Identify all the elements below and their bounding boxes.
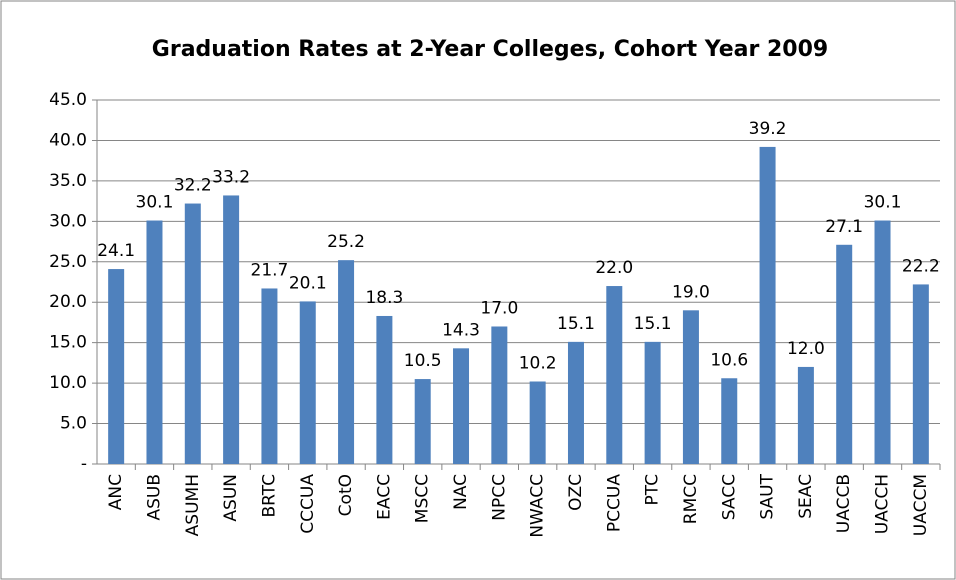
bar <box>606 286 623 464</box>
x-tick-label: CotO <box>336 474 356 516</box>
data-label: 10.2 <box>519 353 557 373</box>
x-tick-label: UACCB <box>834 474 854 533</box>
bar <box>797 366 814 464</box>
y-tick-label: 15.0 <box>49 333 87 353</box>
y-tick-label: 5.0 <box>60 414 87 434</box>
data-label: 10.5 <box>404 351 442 371</box>
data-label: 18.3 <box>365 288 403 308</box>
bar <box>491 326 508 464</box>
x-tick-label: BRTC <box>259 474 279 518</box>
x-tick-label: NWACC <box>528 474 548 538</box>
data-label: 17.0 <box>480 298 518 318</box>
y-tick-label: 40.0 <box>49 130 87 150</box>
x-tick-label: PTC <box>643 474 663 506</box>
data-label: 15.1 <box>634 314 672 334</box>
x-tick-label: MSCC <box>413 474 433 523</box>
x-tick-label: UACCH <box>873 474 893 534</box>
bar <box>338 260 355 464</box>
data-label: 22.2 <box>902 256 940 276</box>
bar <box>453 348 470 464</box>
data-label: 25.2 <box>327 232 365 252</box>
x-tick-label: ASUMH <box>183 474 203 536</box>
x-tick-label: EACC <box>374 474 394 520</box>
y-tick-label: 35.0 <box>49 171 87 191</box>
x-tick-label: OZC <box>566 474 586 511</box>
x-tick-label: SAUT <box>758 473 778 519</box>
bar <box>184 203 201 464</box>
bar <box>146 220 163 464</box>
data-label: 10.6 <box>710 350 748 370</box>
x-tick-label: CCCUA <box>298 474 318 534</box>
y-tick-label: 20.0 <box>49 292 87 312</box>
x-tick-label: RMCC <box>681 474 701 524</box>
bar <box>721 378 738 464</box>
bar <box>299 301 316 464</box>
y-tick-label: 25.0 <box>49 252 87 272</box>
x-tick-label: UACCM <box>911 474 931 536</box>
x-tick-label: SACC <box>719 474 739 520</box>
bar <box>682 310 699 464</box>
data-label: 30.1 <box>136 193 174 213</box>
y-tick-label: - <box>81 454 87 474</box>
x-tick-label: ASUB <box>144 474 164 521</box>
bar <box>567 341 584 464</box>
bar <box>376 315 393 464</box>
x-tick-label: PCCUA <box>604 474 624 532</box>
bar <box>529 381 546 464</box>
bar <box>836 244 853 464</box>
bar <box>912 284 929 464</box>
x-tick-label: NAC <box>451 474 471 510</box>
data-label: 33.2 <box>212 167 250 187</box>
bar <box>261 288 278 464</box>
data-label: 12.0 <box>787 339 825 359</box>
bar <box>874 220 891 464</box>
bar <box>759 146 776 464</box>
data-label: 27.1 <box>825 217 863 237</box>
data-label: 22.0 <box>595 258 633 278</box>
bar <box>414 379 431 464</box>
data-label: 15.1 <box>557 314 595 334</box>
data-label: 14.3 <box>442 320 480 340</box>
data-label: 39.2 <box>749 119 787 139</box>
x-tick-label: ANC <box>106 474 126 510</box>
data-label: 21.7 <box>251 260 289 280</box>
x-tick-label: ASUN <box>221 474 241 522</box>
data-label: 24.1 <box>97 241 135 261</box>
data-label: 19.0 <box>672 282 710 302</box>
bar <box>223 195 240 464</box>
y-tick-label: 10.0 <box>49 373 87 393</box>
data-label: 30.1 <box>864 193 902 213</box>
data-label: 32.2 <box>174 176 212 196</box>
data-label: 20.1 <box>289 273 327 293</box>
x-tick-label: NPCC <box>489 474 509 521</box>
y-tick-label: 45.0 <box>49 90 87 110</box>
bar <box>108 269 125 464</box>
x-tick-label: SEAC <box>796 474 816 519</box>
bar <box>644 341 661 464</box>
y-tick-label: 30.0 <box>49 211 87 231</box>
chart-title: Graduation Rates at 2-Year Colleges, Coh… <box>152 37 828 62</box>
